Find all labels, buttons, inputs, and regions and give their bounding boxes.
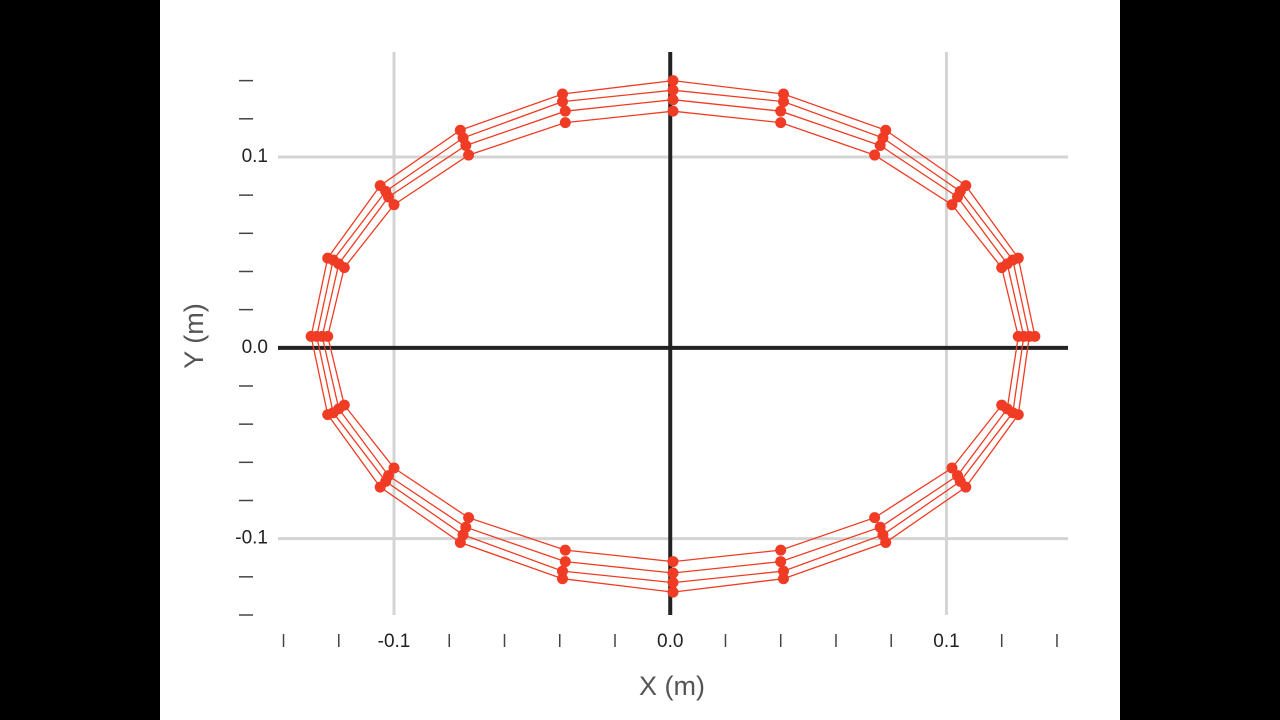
data-point (557, 573, 569, 585)
data-point (559, 544, 571, 556)
y-tick-label: 0.1 (242, 146, 268, 167)
data-point (874, 521, 886, 533)
y-tick-label: 0.0 (242, 337, 268, 358)
x-tick-label: 0.1 (933, 631, 959, 652)
data-point (388, 199, 400, 211)
data-point (946, 199, 958, 211)
panel (160, 0, 1120, 720)
data-point (667, 105, 679, 117)
data-point (382, 191, 394, 203)
data-point (667, 84, 679, 96)
data-point (874, 140, 886, 152)
trajectory-line (310, 79, 1036, 593)
data-point (777, 88, 789, 100)
data-point (460, 140, 472, 152)
x-axis-title: X (m) (639, 671, 705, 701)
data-point (667, 586, 679, 598)
data-point (869, 512, 881, 524)
x-tick-label: 0.0 (657, 631, 683, 652)
data-point (460, 521, 472, 533)
data-point (952, 470, 964, 482)
data-point (338, 262, 350, 274)
data-point (996, 262, 1008, 274)
data-point (869, 149, 881, 161)
data-point (667, 556, 679, 568)
data-point (777, 96, 789, 108)
data-point (777, 573, 789, 585)
data-point (338, 399, 350, 411)
data-point (559, 105, 571, 117)
y-tick-label: -0.1 (235, 528, 268, 549)
data-point (667, 94, 679, 106)
data-point (322, 330, 334, 342)
x-tick-label: -0.1 (378, 631, 411, 652)
data-point (557, 88, 569, 100)
data-point (667, 75, 679, 87)
data-point (667, 567, 679, 579)
data-point (777, 565, 789, 577)
data-point (382, 470, 394, 482)
data-point (996, 399, 1008, 411)
data-point (463, 512, 475, 524)
data-point (559, 556, 571, 568)
data-point (667, 577, 679, 589)
data-point (388, 462, 400, 474)
data-point (775, 556, 787, 568)
data-point (557, 96, 569, 108)
data-point (952, 191, 964, 203)
data-point (559, 117, 571, 129)
data-point (946, 462, 958, 474)
data-point (775, 117, 787, 129)
data-point (557, 565, 569, 577)
data-point (463, 149, 475, 161)
data-point (775, 105, 787, 117)
data-point (775, 544, 787, 556)
data-point (1012, 330, 1024, 342)
y-axis-title: Y (m) (179, 303, 209, 369)
